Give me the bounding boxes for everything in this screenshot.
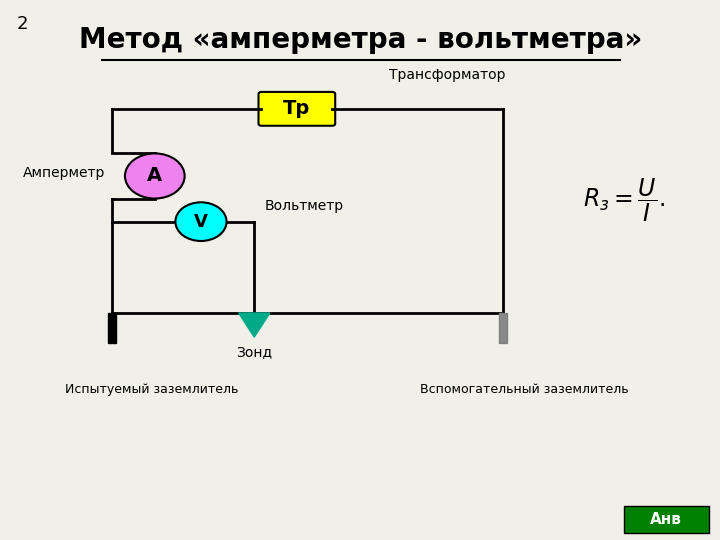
Text: Вспомогательный заземлитель: Вспомогательный заземлитель	[420, 383, 629, 396]
Text: Вольтметр: Вольтметр	[265, 199, 344, 213]
FancyBboxPatch shape	[258, 92, 336, 126]
Text: А: А	[148, 166, 163, 185]
Text: Испытуемый заземлитель: Испытуемый заземлитель	[65, 383, 238, 396]
Bar	[498, 313, 507, 342]
Circle shape	[176, 202, 227, 241]
Text: Зонд: Зонд	[236, 345, 272, 359]
Bar	[108, 313, 117, 342]
Text: Трансформатор: Трансформатор	[390, 68, 505, 82]
Text: 2: 2	[17, 15, 28, 33]
Text: Метод «амперметра - вольтметра»: Метод «амперметра - вольтметра»	[79, 25, 642, 53]
Text: Анв: Анв	[650, 512, 682, 527]
Text: Амперметр: Амперметр	[23, 166, 105, 180]
Circle shape	[125, 153, 184, 199]
Text: Тр: Тр	[283, 99, 310, 118]
FancyBboxPatch shape	[624, 507, 708, 533]
Text: $R_з = \dfrac{U}{I}.$: $R_з = \dfrac{U}{I}.$	[582, 177, 665, 224]
Polygon shape	[238, 313, 270, 337]
Text: V: V	[194, 213, 208, 231]
